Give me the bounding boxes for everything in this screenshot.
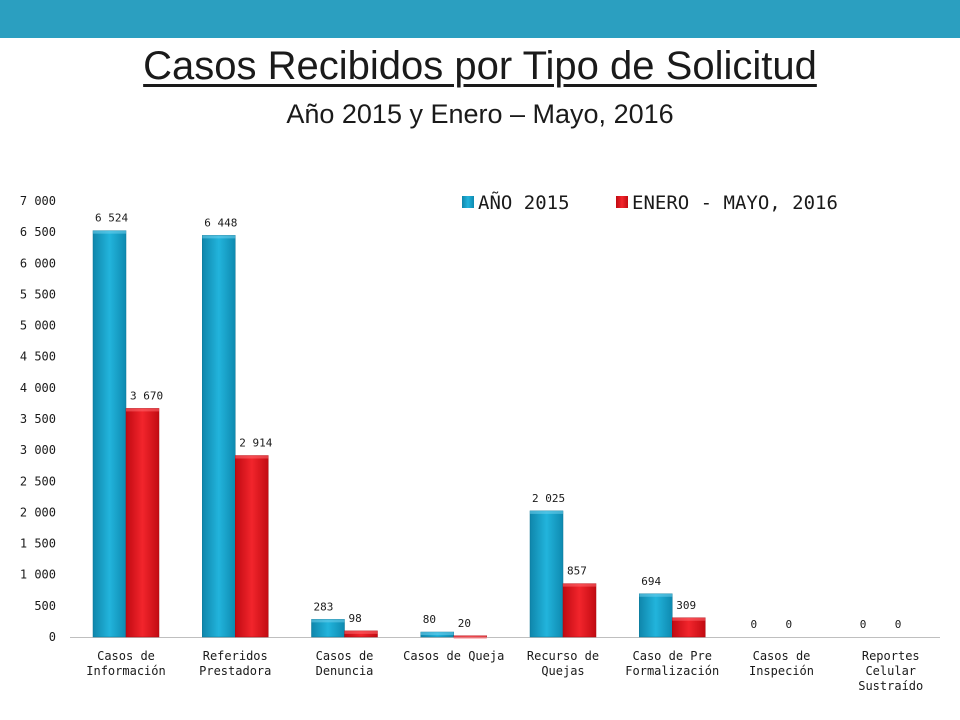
- y-tick-label: 7 000: [20, 194, 56, 208]
- y-tick-label: 500: [34, 599, 56, 613]
- category-label-4: Recurso de Quejas: [527, 649, 599, 678]
- legend-item-2015: AÑO 2015: [462, 191, 570, 214]
- bar-cap: [311, 619, 345, 623]
- data-label-2015-4: 2 025: [532, 492, 565, 505]
- data-label-2016-6: 0: [786, 618, 793, 631]
- data-label-2015-2: 283: [314, 600, 334, 613]
- bar-2016-1: [235, 455, 269, 638]
- y-tick-label: 0: [49, 630, 56, 644]
- bar-cap: [235, 455, 269, 459]
- y-tick-label: 4 000: [20, 381, 56, 395]
- y-tick-label: 6 000: [20, 256, 56, 270]
- bar-2015-5: [639, 593, 673, 638]
- y-tick-label: 5 000: [20, 319, 56, 333]
- category-label-0: Casos de Información: [86, 649, 165, 678]
- legend-item-2016: ENERO - MAYO, 2016: [616, 192, 838, 214]
- y-tick-label: 6 500: [20, 225, 56, 239]
- legend-swatch: [616, 196, 628, 208]
- y-tick-label: 1 500: [20, 537, 56, 551]
- data-label-2016-2: 98: [349, 612, 362, 625]
- data-label-2016-7: 0: [895, 618, 902, 631]
- data-label-2015-6: 0: [751, 618, 758, 631]
- data-label-2016-5: 309: [676, 599, 696, 612]
- bar-cap: [420, 632, 454, 636]
- bar-cap: [453, 635, 487, 639]
- header-bar: [0, 0, 960, 38]
- bar-cap: [530, 510, 563, 514]
- category-label-2: Casos de Denuncia: [316, 649, 374, 678]
- data-label-2015-7: 0: [860, 618, 867, 631]
- slide-title: Casos Recibidos por Tipo de Solicitud: [143, 44, 817, 88]
- data-label-2016-4: 857: [567, 565, 587, 578]
- bar-2016-0: [125, 408, 160, 638]
- legend-label: ENERO - MAYO, 2016: [632, 192, 838, 214]
- bar-cap: [672, 617, 706, 621]
- data-label-2015-3: 80: [423, 613, 436, 626]
- bar-2016-4: [562, 583, 597, 638]
- y-tick-label: 4 500: [20, 350, 56, 364]
- y-tick-label: 2 000: [20, 505, 56, 519]
- legend-swatch: [462, 196, 474, 208]
- data-label-2016-1: 2 914: [239, 436, 272, 449]
- data-label-2016-0: 3 670: [130, 389, 163, 402]
- bar-cap: [93, 230, 126, 234]
- category-label-5: Caso de Pre Formalización: [625, 649, 719, 678]
- bar-cap: [563, 583, 596, 587]
- bar-cap: [639, 593, 673, 597]
- data-label-2015-5: 694: [641, 575, 661, 588]
- bar-cap: [344, 630, 378, 634]
- y-tick-label: 5 500: [20, 287, 56, 301]
- legend-label: AÑO 2015: [478, 191, 570, 214]
- category-label-7: Reportes Celular Sustraído: [858, 649, 923, 693]
- y-tick-label: 3 000: [20, 443, 56, 457]
- category-label-1: Referidos Prestadora: [199, 649, 271, 678]
- bar-cap: [126, 408, 159, 412]
- slide-subtitle: Año 2015 y Enero – Mayo, 2016: [286, 99, 674, 129]
- data-label-2015-0: 6 524: [95, 212, 128, 225]
- y-tick-label: 1 000: [20, 568, 56, 582]
- category-label-3: Casos de Queja: [403, 649, 504, 663]
- category-label-6: Casos de Inspeción: [749, 649, 814, 678]
- data-label-2015-1: 6 448: [204, 216, 237, 229]
- data-label-2016-3: 20: [458, 617, 471, 630]
- bar-2015-1: [202, 235, 236, 638]
- y-tick-label: 3 500: [20, 412, 56, 426]
- bar-2015-4: [529, 510, 564, 638]
- bar-2015-0: [92, 230, 127, 638]
- bar-cap: [202, 235, 236, 239]
- y-tick-label: 2 500: [20, 474, 56, 488]
